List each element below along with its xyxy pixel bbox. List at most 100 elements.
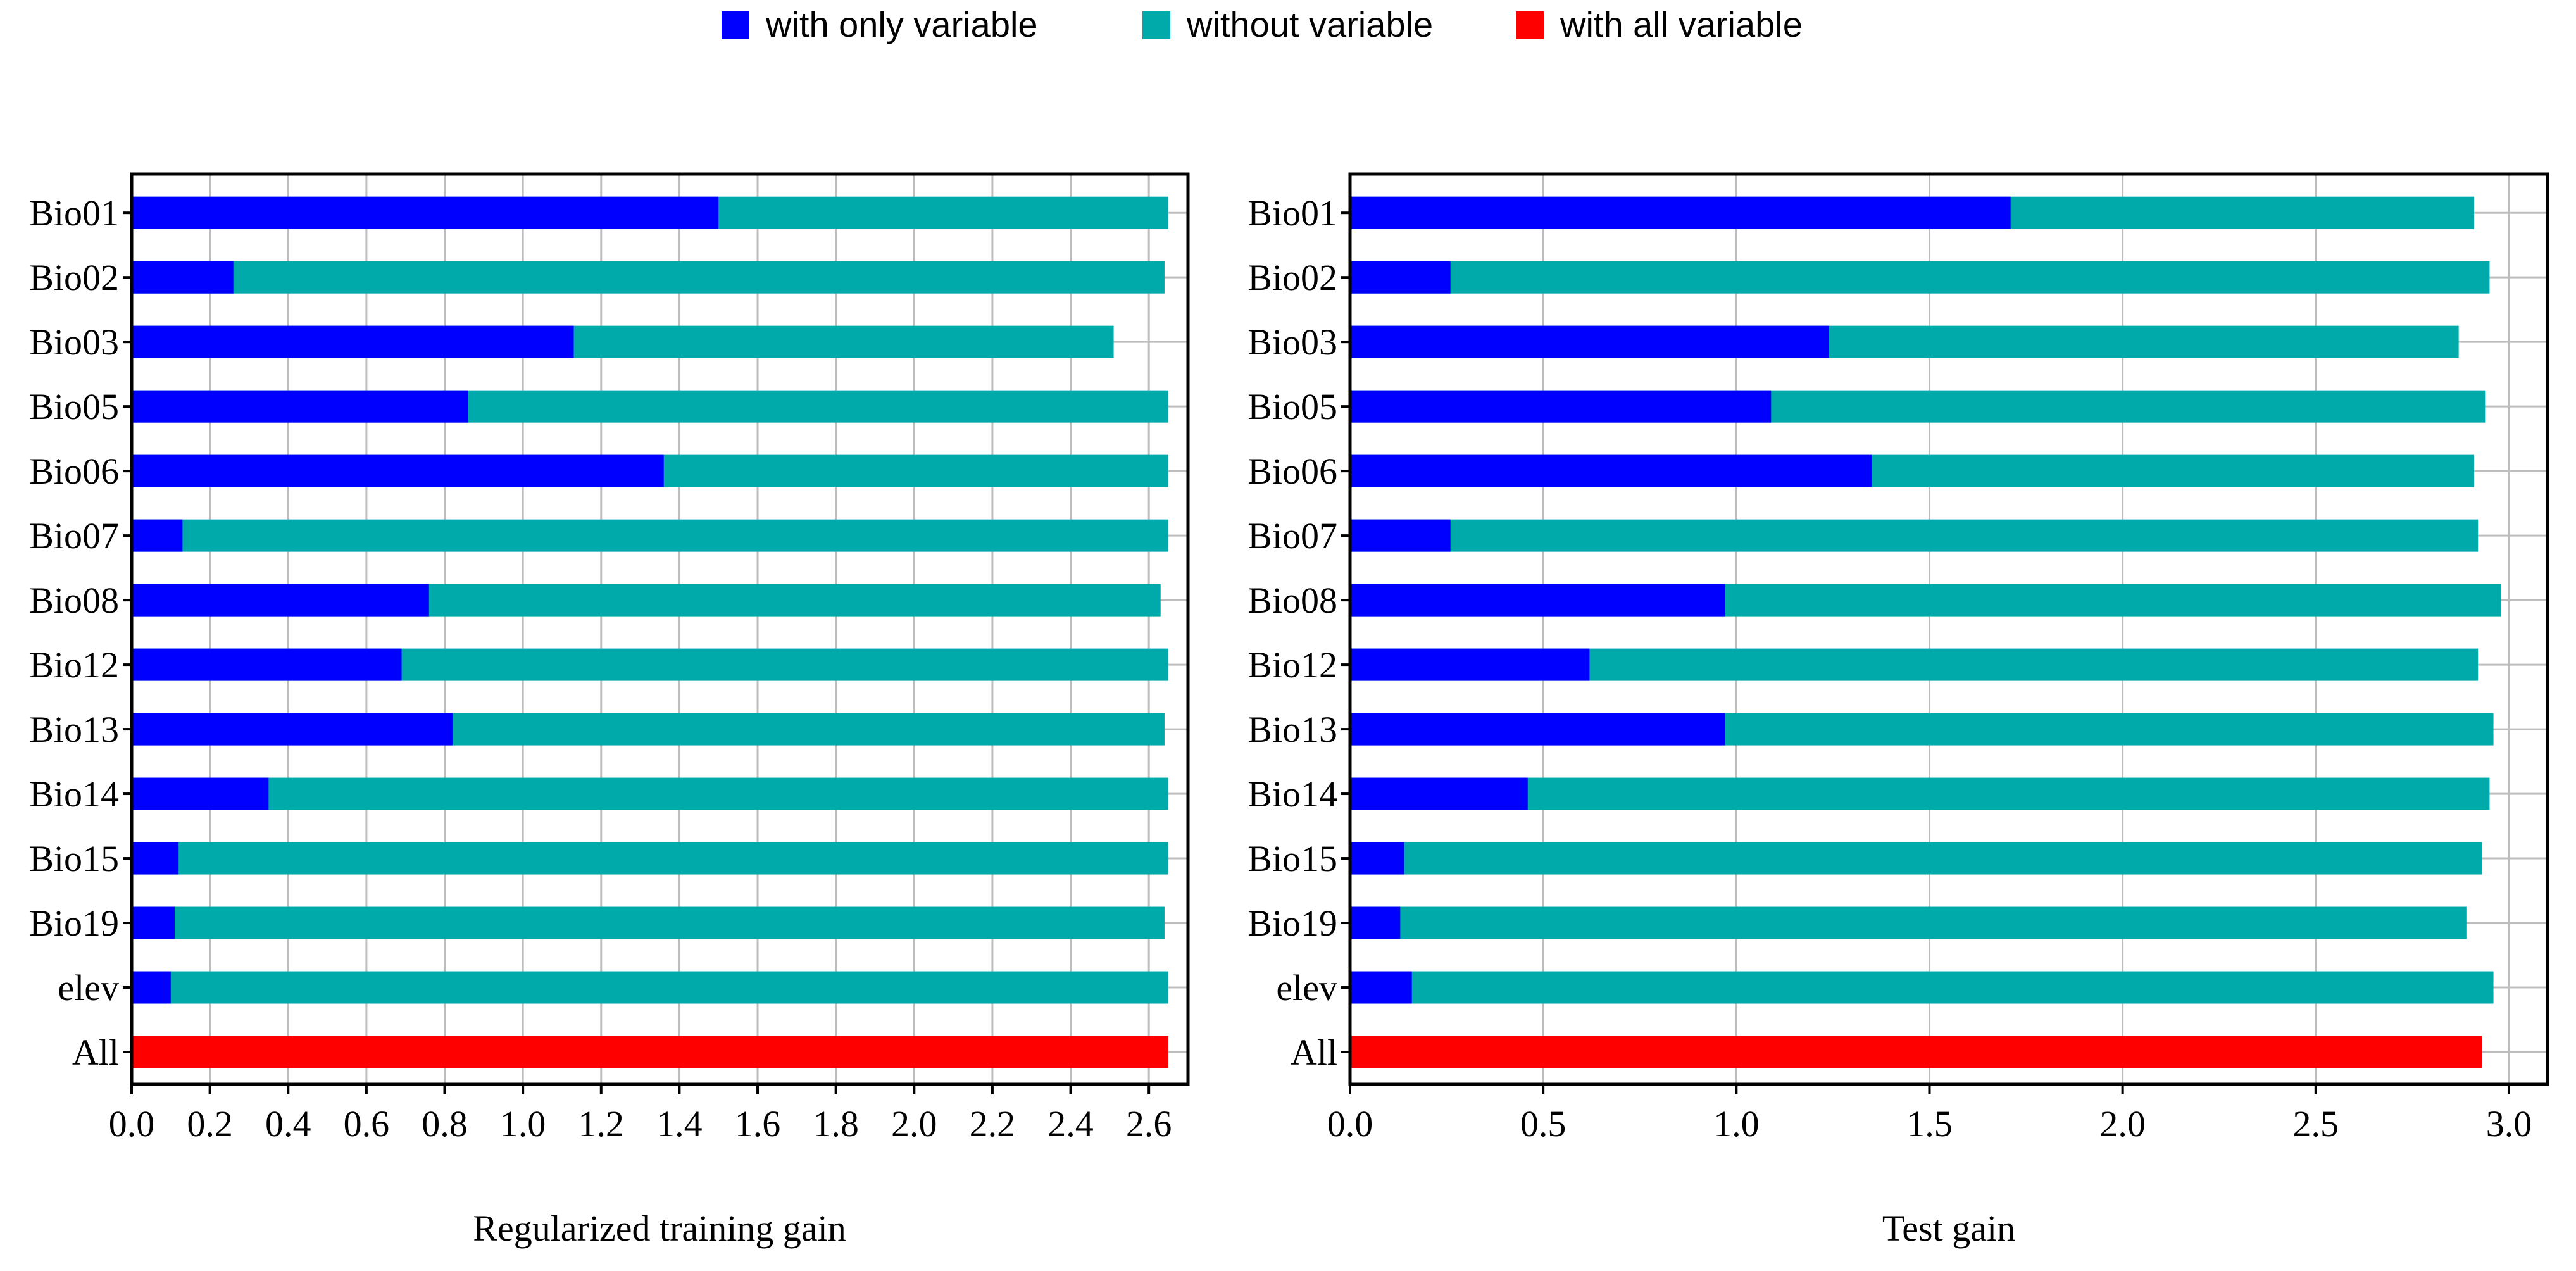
bar-with-only-variable-bio13 bbox=[132, 713, 453, 746]
bar-with-only-variable-bio13 bbox=[1350, 713, 1725, 746]
category-label-bio13: Bio13 bbox=[29, 709, 119, 750]
bar-with-only-variable-bio02 bbox=[1350, 261, 1451, 294]
category-label-bio03: Bio03 bbox=[29, 322, 119, 363]
bar-with-only-variable-elev bbox=[132, 971, 171, 1004]
category-label-bio12: Bio12 bbox=[1247, 644, 1337, 686]
x-tick-label: 1.4 bbox=[656, 1103, 703, 1144]
x-tick-label: 0.4 bbox=[265, 1103, 311, 1144]
x-tick-label: 0.6 bbox=[344, 1103, 390, 1144]
bar-with-only-variable-bio03 bbox=[132, 325, 574, 358]
bar-with-only-variable-bio06 bbox=[132, 454, 664, 487]
category-label-bio02: Bio02 bbox=[1247, 257, 1337, 298]
category-label-bio08: Bio08 bbox=[29, 580, 119, 621]
category-label-bio07: Bio07 bbox=[29, 515, 119, 556]
category-label-bio08: Bio08 bbox=[1247, 580, 1337, 621]
bar-without-variable-elev bbox=[1350, 971, 2494, 1004]
x-tick-label: 0.5 bbox=[1520, 1103, 1566, 1144]
bar-without-variable-bio07 bbox=[1350, 519, 2479, 552]
legend-label-with-all-variable: with all variable bbox=[1560, 4, 1803, 44]
category-label-bio06: Bio06 bbox=[1247, 451, 1337, 492]
bar-with-only-variable-bio15 bbox=[132, 842, 179, 875]
bar-with-only-variable-bio07 bbox=[1350, 519, 1451, 552]
chart-training-gain: Bio01 Bio02 Bio03 Bio05 Bio06 Bio07 Bio08 Bio12… bbox=[29, 172, 1190, 1249]
category-label-bio02: Bio02 bbox=[29, 257, 119, 298]
category-label-bio15: Bio15 bbox=[1247, 838, 1337, 879]
bar-without-variable-bio15 bbox=[1350, 842, 2482, 875]
bar-with-only-variable-bio06 bbox=[1350, 454, 1872, 487]
category-label-bio05: Bio05 bbox=[1247, 386, 1337, 427]
category-label-bio13: Bio13 bbox=[1247, 709, 1337, 750]
x-tick-label: 2.0 bbox=[891, 1103, 937, 1144]
x-tick-label: 1.0 bbox=[500, 1103, 546, 1144]
bar-with-only-variable-bio01 bbox=[132, 196, 719, 229]
category-label-bio19: Bio19 bbox=[29, 903, 119, 944]
bar-with-only-variable-bio15 bbox=[1350, 842, 1404, 875]
category-label-bio07: Bio07 bbox=[1247, 515, 1337, 556]
category-label-elev: elev bbox=[58, 967, 119, 1008]
plot-frame bbox=[130, 172, 1190, 1086]
legend: with only variable without variable with a… bbox=[722, 4, 1803, 44]
bar-with-only-variable-bio02 bbox=[132, 261, 234, 294]
x-tick-label: 2.4 bbox=[1047, 1103, 1094, 1144]
bar-without-variable-bio15 bbox=[132, 842, 1169, 875]
category-label-bio05: Bio05 bbox=[29, 386, 119, 427]
bar-without-variable-bio02 bbox=[1350, 261, 2490, 294]
x-tick-label: 1.8 bbox=[813, 1103, 859, 1144]
x-tick-label: 2.6 bbox=[1126, 1103, 1172, 1144]
legend-swatch-with-only-variable bbox=[722, 11, 749, 39]
x-tick-label: 1.5 bbox=[1906, 1103, 1953, 1144]
bar-with-all-variable-all bbox=[132, 1036, 1169, 1068]
bar-with-only-variable-bio08 bbox=[1350, 584, 1725, 617]
bar-without-variable-bio19 bbox=[1350, 906, 2467, 939]
category-label-bio03: Bio03 bbox=[1247, 322, 1337, 363]
bar-with-only-variable-bio12 bbox=[132, 648, 402, 681]
legend-label-with-only-variable: with only variable bbox=[765, 4, 1038, 44]
bar-with-only-variable-elev bbox=[1350, 971, 1412, 1004]
x-axis-label: Test gain bbox=[1882, 1208, 2015, 1249]
category-label-bio19: Bio19 bbox=[1247, 903, 1337, 944]
bar-without-variable-bio14 bbox=[132, 777, 1169, 810]
x-tick-label: 0.0 bbox=[109, 1103, 155, 1144]
bar-with-only-variable-bio08 bbox=[132, 584, 429, 617]
x-tick-label: 0.8 bbox=[422, 1103, 468, 1144]
bar-with-only-variable-bio05 bbox=[132, 390, 468, 423]
bar-without-variable-bio19 bbox=[132, 906, 1165, 939]
bar-with-only-variable-bio12 bbox=[1350, 648, 1590, 681]
x-tick-label: 1.6 bbox=[735, 1103, 781, 1144]
x-tick-label: 3.0 bbox=[2486, 1103, 2532, 1144]
bar-without-variable-bio02 bbox=[132, 261, 1165, 294]
bar-with-only-variable-bio01 bbox=[1350, 196, 2011, 229]
x-tick-label: 1.0 bbox=[1713, 1103, 1760, 1144]
bar-with-only-variable-bio14 bbox=[1350, 777, 1528, 810]
category-label-bio12: Bio12 bbox=[29, 644, 119, 686]
category-label-elev: elev bbox=[1276, 967, 1337, 1008]
x-axis-label: Regularized training gain bbox=[473, 1208, 846, 1249]
x-tick-label: 2.2 bbox=[970, 1103, 1016, 1144]
category-label-bio06: Bio06 bbox=[29, 451, 119, 492]
bar-with-all-variable-all bbox=[1350, 1036, 2482, 1068]
bar-with-only-variable-bio19 bbox=[1350, 906, 1401, 939]
plot-frame bbox=[1348, 172, 2549, 1086]
x-tick-label: 2.0 bbox=[2099, 1103, 2146, 1144]
category-label-all: All bbox=[1291, 1032, 1337, 1073]
category-label-bio14: Bio14 bbox=[29, 773, 119, 815]
chart-test-gain: Bio01 Bio02 Bio03 Bio05 Bio06 Bio07 Bio08 Bio12… bbox=[1247, 172, 2549, 1249]
legend-label-without-variable: without variable bbox=[1186, 4, 1433, 44]
bar-without-variable-bio07 bbox=[132, 519, 1169, 552]
category-label-all: All bbox=[72, 1032, 119, 1073]
category-label-bio01: Bio01 bbox=[1247, 192, 1337, 234]
bar-without-variable-bio14 bbox=[1350, 777, 2490, 810]
x-tick-label: 2.5 bbox=[2293, 1103, 2339, 1144]
x-tick-label: 0.2 bbox=[187, 1103, 233, 1144]
bar-with-only-variable-bio05 bbox=[1350, 390, 1772, 423]
bar-with-only-variable-bio03 bbox=[1350, 325, 1829, 358]
bar-without-variable-elev bbox=[132, 971, 1169, 1004]
category-label-bio14: Bio14 bbox=[1247, 773, 1337, 815]
bar-with-only-variable-bio14 bbox=[132, 777, 269, 810]
legend-swatch-without-variable bbox=[1142, 11, 1170, 39]
category-label-bio01: Bio01 bbox=[29, 192, 119, 234]
x-tick-label: 1.2 bbox=[578, 1103, 625, 1144]
bar-with-only-variable-bio07 bbox=[132, 519, 183, 552]
legend-swatch-with-all-variable bbox=[1516, 11, 1544, 39]
